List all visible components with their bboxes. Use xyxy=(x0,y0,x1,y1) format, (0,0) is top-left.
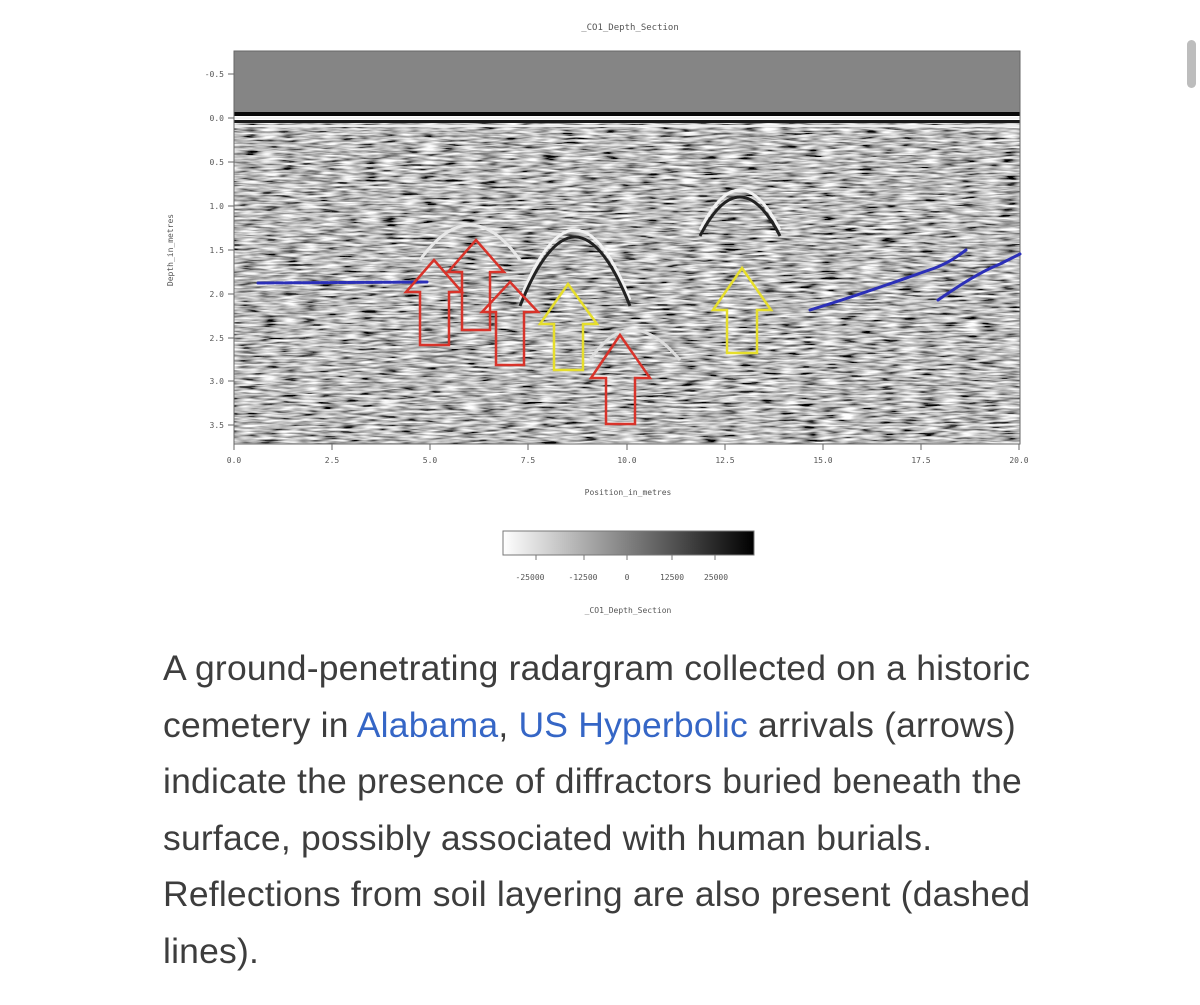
y-tick-label: 3.5 xyxy=(210,421,225,430)
caption-text: arrivals (arrows) indicate the presence … xyxy=(163,704,1031,971)
colorbar-label: _CO1_Depth_Section xyxy=(585,606,672,615)
caption-text: A ground-penetrating radargram collected… xyxy=(163,648,1031,745)
yellow-arrow-2 xyxy=(710,265,774,355)
x-tick-label: 10.0 xyxy=(617,456,636,465)
red-arrow-1 xyxy=(403,258,465,347)
y-tick-label: 0.5 xyxy=(210,158,225,167)
colorbar-gradient xyxy=(502,530,755,556)
radargram-plot xyxy=(233,50,1022,445)
x-tick-label: 7.5 xyxy=(521,456,536,465)
colorbar-tick-label: 25000 xyxy=(704,573,728,582)
x-tick-label: 12.5 xyxy=(715,456,734,465)
colorbar-tick-label: -12500 xyxy=(569,573,598,582)
x-tick-label: 20.0 xyxy=(1009,456,1028,465)
radargram-svg: _CO1_Depth_Section xyxy=(166,23,1029,615)
ground-surface-band xyxy=(234,112,1020,116)
x-tick-label: 17.5 xyxy=(911,456,930,465)
scrollbar-thumb[interactable] xyxy=(1187,40,1196,88)
red-arrow-2 xyxy=(445,238,507,332)
figure-caption: A ground-penetrating radargram collected… xyxy=(163,640,1043,979)
x-axis-label: Position_in_metres xyxy=(585,488,672,497)
x-tick-label: 0.0 xyxy=(227,456,242,465)
x-tick-label: 5.0 xyxy=(423,456,438,465)
caption-text: , xyxy=(498,704,519,745)
yellow-arrow-1 xyxy=(537,281,600,372)
red-arrow-4 xyxy=(588,332,653,426)
colorbar-tick-label: -25000 xyxy=(516,573,545,582)
radargram-figure: _CO1_Depth_Section xyxy=(166,23,1029,615)
colorbar: -25000 -12500 0 12500 25000 _CO1_Depth_S… xyxy=(502,530,755,615)
y-tick-label: 2.5 xyxy=(210,334,225,343)
yellow-arrows xyxy=(537,265,774,372)
y-tick-label: -0.5 xyxy=(205,70,224,79)
chart-title: _CO1_Depth_Section xyxy=(581,23,679,33)
alabama-link[interactable]: Alabama xyxy=(356,704,499,745)
colorbar-tick-label: 0 xyxy=(625,573,630,582)
y-tick-label: 1.5 xyxy=(210,246,225,255)
red-arrows xyxy=(403,238,653,426)
x-axis: 0.0 2.5 5.0 7.5 10.0 12.5 15.0 17.5 20.0 xyxy=(227,444,1029,465)
y-tick-label: 3.0 xyxy=(210,377,225,386)
us-hyperbolic-link[interactable]: US Hyperbolic xyxy=(518,704,748,745)
red-arrow-3 xyxy=(479,280,541,367)
x-tick-label: 2.5 xyxy=(325,456,340,465)
y-tick-label: 0.0 xyxy=(210,114,225,123)
x-tick-label: 15.0 xyxy=(813,456,832,465)
y-tick-label: 2.0 xyxy=(210,290,225,299)
colorbar-tick-label: 12500 xyxy=(660,573,684,582)
soil-layer-lines xyxy=(256,248,1022,312)
hyperbola-reflections xyxy=(418,188,782,361)
y-tick-label: 1.0 xyxy=(210,202,225,211)
y-axis: -0.5 0.0 0.5 1.0 1.5 2.0 2.5 3.0 3.5 xyxy=(205,70,234,430)
y-axis-label: Depth_in_metres xyxy=(166,214,175,286)
air-band xyxy=(234,51,1020,114)
